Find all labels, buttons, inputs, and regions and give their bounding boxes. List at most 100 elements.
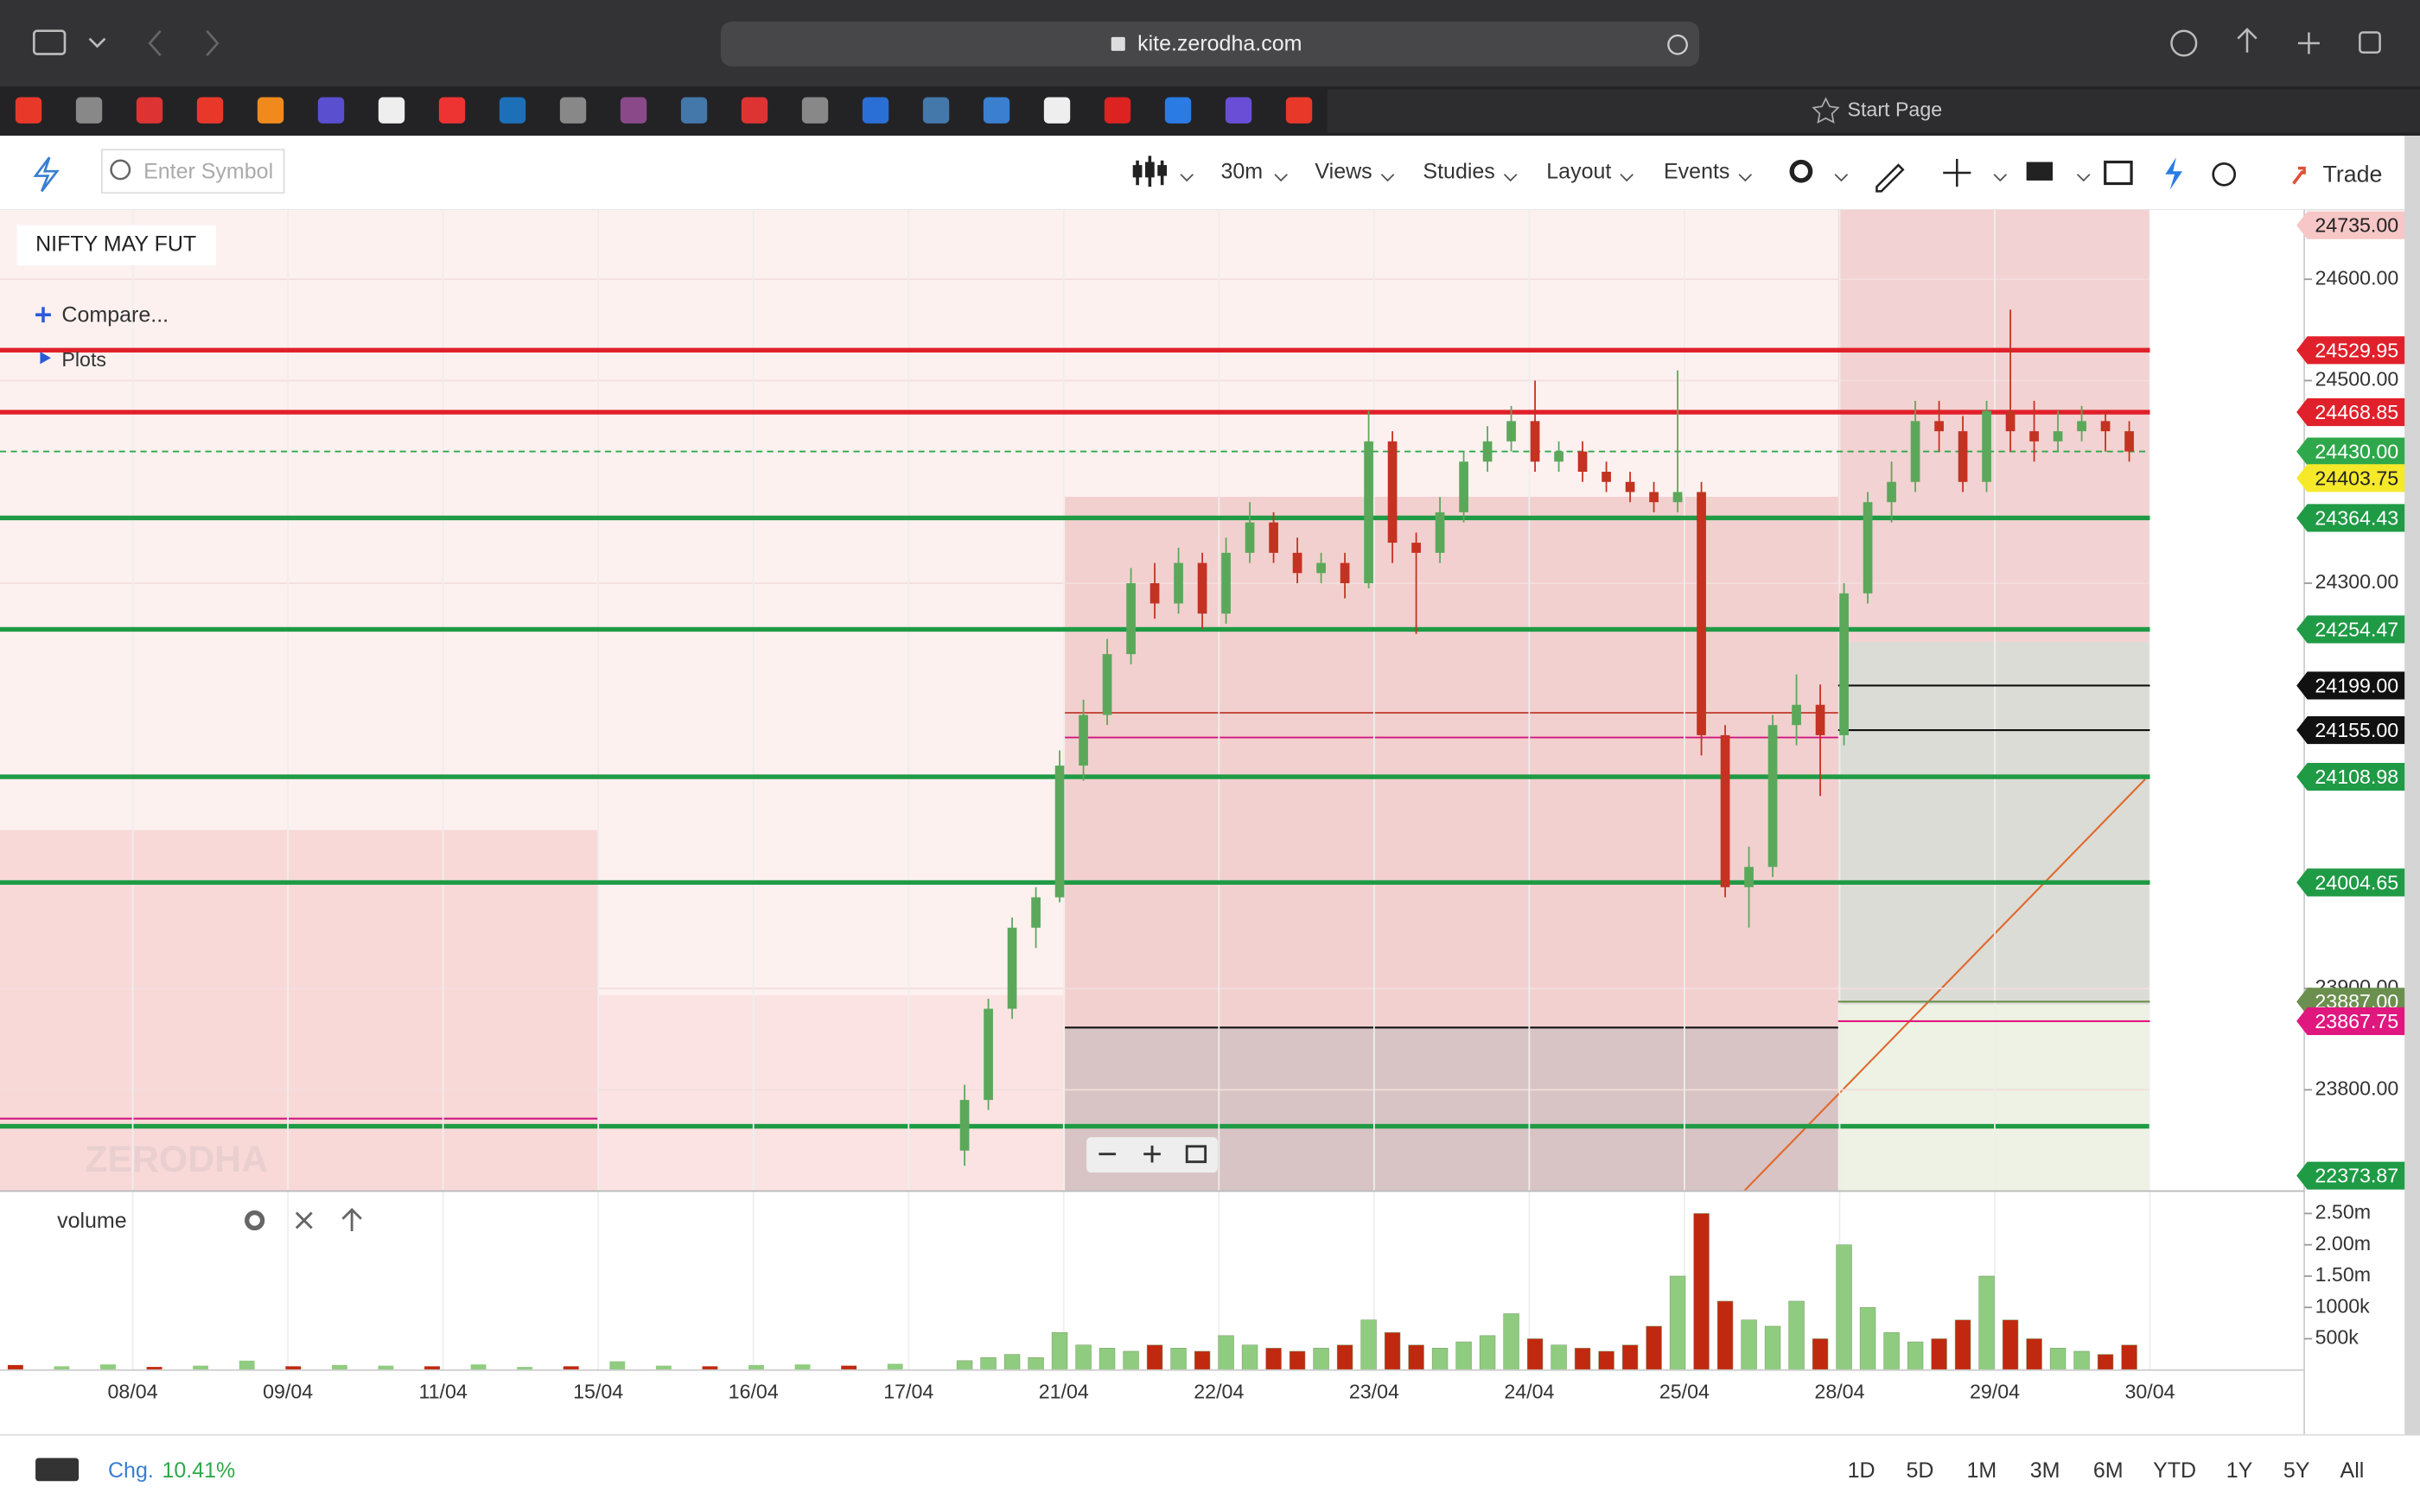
compare[interactable]: Compare... xyxy=(61,303,169,327)
trade-icon xyxy=(2292,166,2306,185)
candle-body xyxy=(1150,583,1160,604)
kite-logo[interactable] xyxy=(33,156,60,193)
trade-button[interactable]: Trade xyxy=(2323,162,2383,187)
tabs-overview[interactable] xyxy=(2359,31,2381,54)
candle-body xyxy=(1554,451,1563,462)
menu[interactable]: Events xyxy=(1664,160,1729,184)
menu[interactable]: Layout xyxy=(1546,160,1611,184)
range-button[interactable]: YTD xyxy=(2153,1458,2196,1483)
candle-body xyxy=(2005,410,2016,432)
keyboard-icon[interactable] xyxy=(35,1458,80,1482)
range-button[interactable]: 5D xyxy=(1906,1458,1933,1483)
range-button[interactable]: 1Y xyxy=(2226,1458,2253,1483)
price-tag xyxy=(2296,504,2406,532)
volume-bar xyxy=(378,1365,394,1370)
bookmark[interactable] xyxy=(378,97,405,124)
date-label: 09/04 xyxy=(263,1381,313,1403)
range-button[interactable]: 1M xyxy=(1966,1458,1996,1483)
bookmark[interactable] xyxy=(741,97,768,124)
bookmark[interactable] xyxy=(196,97,224,124)
bookmark[interactable] xyxy=(1285,97,1313,124)
zoom-buttons[interactable] xyxy=(1099,1145,1207,1164)
price-tag xyxy=(2296,464,2406,492)
price-tick-label: 23800.00 xyxy=(2315,1077,2399,1099)
address-bar[interactable] xyxy=(720,22,1700,67)
sidebar-button[interactable] xyxy=(32,29,67,55)
comment[interactable] xyxy=(2026,162,2053,181)
tab-menu[interactable] xyxy=(88,37,106,48)
volume-bar xyxy=(1265,1348,1282,1370)
instrument-box xyxy=(16,225,217,266)
bookmark[interactable] xyxy=(1043,97,1071,124)
interval[interactable]: 30m xyxy=(1221,160,1264,184)
volume-bar xyxy=(1313,1348,1329,1370)
share-newtab[interactable] xyxy=(2237,28,2320,54)
bookmark[interactable] xyxy=(75,97,103,124)
bookmark[interactable] xyxy=(680,97,708,124)
range-buttons: 1D 5D 1M 3M 6M YTD 1Y 5Y All xyxy=(1848,1458,2365,1483)
volume-bar xyxy=(1218,1335,1234,1370)
volume-bar xyxy=(1883,1331,1900,1370)
candle-body xyxy=(2029,431,2039,442)
candle-body xyxy=(1387,441,1398,543)
bookmark[interactable] xyxy=(317,97,345,124)
draw-tool[interactable] xyxy=(1876,163,1905,193)
candle-body xyxy=(1815,704,1825,735)
volume-bar xyxy=(887,1363,903,1370)
active-tab[interactable] xyxy=(1327,89,2420,133)
crosshair[interactable] xyxy=(1943,158,1971,187)
menu[interactable]: Studies xyxy=(1423,160,1494,184)
volume-bar xyxy=(1146,1344,1163,1370)
range-button[interactable]: 3M xyxy=(2030,1458,2060,1483)
bookmark[interactable] xyxy=(1104,97,1131,124)
plots[interactable]: Plots xyxy=(61,348,106,371)
reload[interactable] xyxy=(1667,34,1688,55)
volume-bar xyxy=(1598,1350,1614,1370)
nav-arrows[interactable] xyxy=(148,29,220,57)
bookmark[interactable] xyxy=(1164,97,1192,124)
volume-tick-label: 500k xyxy=(2315,1326,2360,1349)
bookmark[interactable] xyxy=(922,97,950,124)
bookmark[interactable] xyxy=(1225,97,1252,124)
date-label: 23/04 xyxy=(1349,1381,1399,1403)
volume-bar xyxy=(702,1366,718,1370)
range-button[interactable]: 1D xyxy=(1848,1458,1876,1483)
settings[interactable] xyxy=(1789,159,1813,183)
bookmark[interactable] xyxy=(15,97,42,124)
candle-body xyxy=(2100,421,2111,432)
range-button[interactable]: All xyxy=(2340,1458,2365,1483)
menu-caret xyxy=(1620,174,1634,182)
table[interactable] xyxy=(2104,160,2133,186)
volume-bar xyxy=(1621,1344,1639,1370)
volume-bar xyxy=(1099,1348,1116,1370)
price-tag-label: 24364.43 xyxy=(2315,506,2398,529)
plots-toggle[interactable] xyxy=(40,352,51,365)
menu[interactable]: Views xyxy=(1315,160,1372,184)
volume-bar xyxy=(563,1366,579,1370)
price-tag-label: 24004.65 xyxy=(2315,871,2398,893)
bookmark[interactable] xyxy=(136,97,163,124)
bookmark[interactable] xyxy=(257,97,284,124)
volume-settings[interactable] xyxy=(245,1210,265,1231)
flash[interactable] xyxy=(2165,157,2182,190)
bookmark[interactable] xyxy=(438,97,466,124)
range-button[interactable]: 5Y xyxy=(2283,1458,2310,1483)
bookmark[interactable] xyxy=(983,97,1010,124)
date-label: 17/04 xyxy=(883,1381,933,1403)
menu-caret xyxy=(1738,174,1753,182)
range-button[interactable]: 6M xyxy=(2093,1458,2124,1483)
price-tag-label: 24735.00 xyxy=(2315,214,2398,237)
caret xyxy=(2076,174,2091,182)
volume-bar xyxy=(1360,1319,1377,1370)
volume-actions[interactable] xyxy=(295,1207,362,1231)
symbol-search[interactable] xyxy=(100,149,285,194)
bookmark[interactable] xyxy=(862,97,889,124)
bookmark[interactable] xyxy=(499,97,526,124)
bookmark[interactable] xyxy=(801,97,829,124)
bookmark[interactable] xyxy=(620,97,647,124)
volume-bar xyxy=(1479,1335,1496,1370)
candle-body xyxy=(1720,734,1730,887)
refresh[interactable] xyxy=(2212,162,2237,187)
bookmark[interactable] xyxy=(559,97,587,124)
downloads[interactable] xyxy=(2170,29,2198,57)
